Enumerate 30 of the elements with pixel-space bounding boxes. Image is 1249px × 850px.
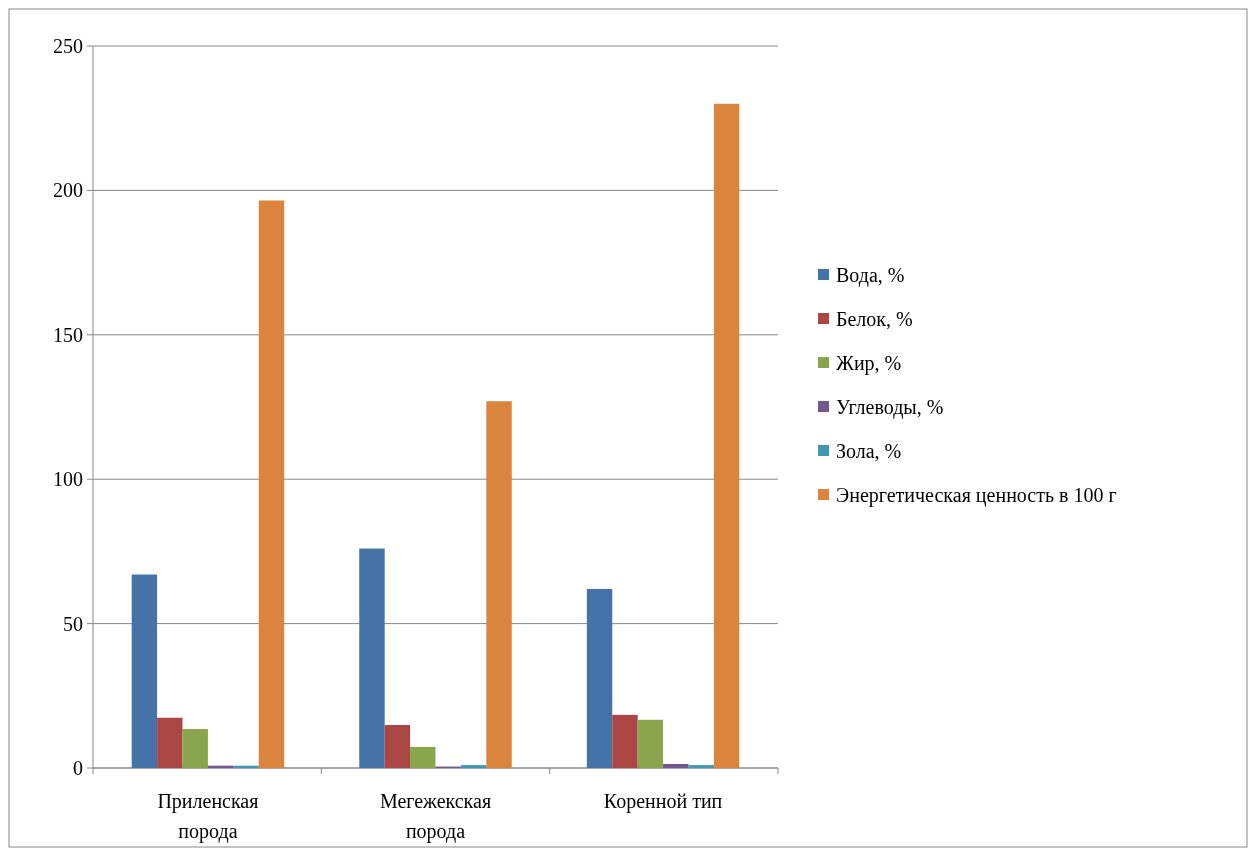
bar: [486, 401, 512, 768]
legend-label: Белок, %: [836, 308, 913, 330]
bar: [384, 724, 411, 768]
y-tick-label: 150: [53, 323, 83, 346]
y-tick-label: 250: [53, 35, 83, 57]
legend-label: Жир, %: [836, 352, 902, 375]
bar: [612, 714, 638, 768]
legend-label: Энергетическая ценность в 100 г: [836, 484, 1117, 507]
bar: [157, 717, 183, 768]
legend-label: Зола, %: [836, 440, 902, 462]
bar: [258, 200, 285, 768]
bar: [688, 765, 714, 768]
y-tick-label: 100: [53, 468, 83, 491]
bar: [713, 103, 740, 768]
legend-label: Вода, %: [836, 264, 905, 287]
bar: [131, 574, 158, 768]
x-tick-label: Мегежекская порода: [379, 790, 492, 843]
legend-label: Углеводы, %: [836, 396, 944, 419]
x-tick-label: Коренной тип: [603, 790, 723, 813]
bar: [460, 765, 487, 768]
bar: [410, 746, 436, 768]
bar: [663, 763, 689, 768]
bar: [182, 729, 208, 768]
bar: [586, 588, 613, 768]
y-tick-label: 0: [73, 757, 83, 779]
bar: [359, 548, 385, 768]
x-tick-label: Приленская порода: [157, 790, 259, 843]
y-tick-label: 50: [63, 612, 83, 635]
y-tick-label: 200: [53, 179, 83, 202]
bar: [637, 719, 664, 768]
